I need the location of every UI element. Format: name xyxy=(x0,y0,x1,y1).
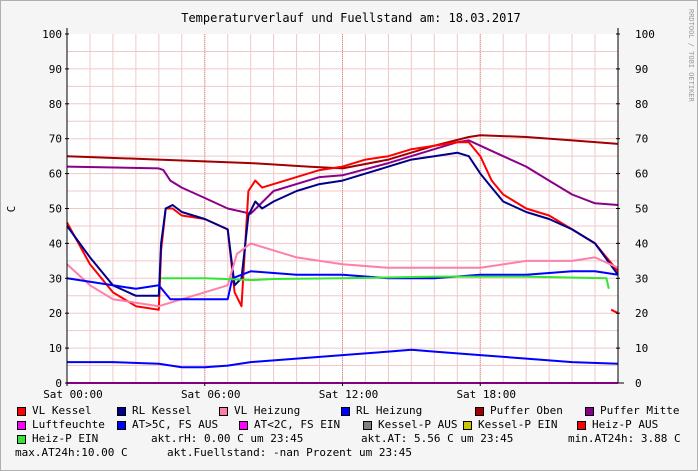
legend-swatch xyxy=(577,420,586,430)
legend-row: VL Kessel RL Kessel VL Heizung RL Heizung Pu… xyxy=(17,404,697,418)
legend-item-kessel-p-aus: Kessel-P AUS xyxy=(363,418,463,432)
series-line-heiz-p-aus xyxy=(610,308,619,315)
axes-layer: 0 0 10 10 20 20 30 30 40 40 50 50 60 60 70 70 80 80 90 90 10… xyxy=(42,28,655,401)
y-tick-label-right: 0 xyxy=(635,377,642,390)
legend-swatch xyxy=(17,420,26,430)
legend-label: AT>5C, FS AUS xyxy=(132,418,219,431)
legend-swatch xyxy=(239,420,248,430)
legend-item-vl-kessel: VL Kessel xyxy=(17,404,117,418)
legend-label: Puffer Mitte xyxy=(600,404,680,417)
legend-row: max.AT24h:10.00 C akt.Fuellstand: -nan P… xyxy=(15,446,697,460)
x-tick-label: Sat 00:00 xyxy=(43,388,103,401)
legend-item-heiz-p-aus: Heiz-P AUS xyxy=(577,418,677,432)
y-tick-label-right: 100 xyxy=(635,28,655,41)
legend-label: Heiz-P EIN xyxy=(32,432,99,445)
legend-label: AT<2C, FS EIN xyxy=(254,418,341,431)
legend-label: Kessel-P AUS xyxy=(378,418,458,431)
legend-swatch xyxy=(219,406,228,416)
y-tick-label: 0 xyxy=(55,377,62,390)
legend-item-luftfeuchte: Luftfeuchte xyxy=(17,418,117,432)
legend-swatch xyxy=(117,406,126,416)
legend-swatch xyxy=(585,406,594,416)
y-tick-label: 80 xyxy=(49,98,62,111)
legend-item-rl-kessel: RL Kessel xyxy=(117,404,219,418)
legend-label: RL Heizung xyxy=(356,404,423,417)
series-line-puffer-mitte xyxy=(66,139,619,215)
legend-item-rl-heizung: RL Heizung xyxy=(341,404,475,418)
y-tick-label: 90 xyxy=(49,63,62,76)
y-tick-label: 100 xyxy=(42,28,62,41)
legend-item-puffer-oben: Puffer Oben xyxy=(475,404,585,418)
legend-label: Heiz-P AUS xyxy=(592,418,659,431)
legend-row: Heiz-P EIN akt.rH: 0.00 C um 23:45 akt.A… xyxy=(17,432,697,446)
y-tick-label-right: 90 xyxy=(635,63,648,76)
legend-row: Luftfeuchte AT>5C, FS AUS AT<2C, FS EIN Kes… xyxy=(17,418,697,432)
y-tick-label: 20 xyxy=(49,307,62,320)
legend-item-vl-heizung: VL Heizung xyxy=(219,404,341,418)
y-tick-label-right: 80 xyxy=(635,98,648,111)
series-line-rl-heizung xyxy=(66,270,619,301)
x-tick-label: Sat 06:00 xyxy=(181,388,241,401)
legend-item-at-2c-fs-ein: AT<2C, FS EIN xyxy=(239,418,363,432)
legend-swatch xyxy=(117,420,126,430)
y-tick-label-right: 70 xyxy=(635,133,648,146)
stat-rh: akt.rH: 0.00 C um 23:45 xyxy=(151,432,304,445)
legend: VL Kessel RL Kessel VL Heizung RL Heizung Pu… xyxy=(15,404,697,460)
legend-label: VL Kessel xyxy=(32,404,92,417)
stat-at: akt.AT: 5.56 C um 23:45 xyxy=(361,432,514,445)
legend-label: Puffer Oben xyxy=(490,404,563,417)
y-tick-label-right: 20 xyxy=(635,307,648,320)
legend-label: Luftfeuchte xyxy=(32,418,105,431)
stat-min-at: min.AT24h: 3.88 C xyxy=(568,432,681,445)
y-tick-label-right: 40 xyxy=(635,237,648,250)
legend-swatch xyxy=(17,406,26,416)
legend-label: Kessel-P EIN xyxy=(478,418,558,431)
y-axis-label: C xyxy=(5,206,18,213)
legend-item-puffer-mitte: Puffer Mitte xyxy=(585,404,685,418)
series-line-puffer-oben xyxy=(66,134,619,170)
legend-item-heiz-p-ein: Heiz-P EIN xyxy=(17,432,151,446)
y-tick-label-right: 30 xyxy=(635,272,648,285)
legend-swatch xyxy=(17,434,26,444)
stat-fuellstand: akt.Fuellstand: -nan Prozent um 23:45 xyxy=(167,446,413,459)
rrdtool-credit: RRDTOOL / TOBI OETIKER xyxy=(687,9,695,103)
x-tick-label: Sat 18:00 xyxy=(456,388,516,401)
grid xyxy=(66,34,618,383)
chart-title: Temperaturverlauf und Fuellstand am: 18.… xyxy=(181,11,521,25)
series-line-rl-kessel xyxy=(66,151,619,297)
y-tick-label: 70 xyxy=(49,133,62,146)
chart-svg: Temperaturverlauf und Fuellstand am: 18.… xyxy=(5,9,695,401)
y-tick-label-right: 60 xyxy=(635,168,648,181)
legend-swatch xyxy=(363,420,372,430)
y-tick-label: 10 xyxy=(49,342,62,355)
y-tick-label: 30 xyxy=(49,272,62,285)
y-tick-label: 40 xyxy=(49,237,62,250)
series-line-vl-heizung xyxy=(66,242,619,308)
series-line-at-5c-fs-aus xyxy=(67,348,619,369)
legend-swatch xyxy=(475,406,484,416)
y-tick-label-right: 50 xyxy=(635,203,648,216)
series-line-heiz-p-ein xyxy=(161,275,610,290)
stat-max-at: max.AT24h:10.00 C xyxy=(15,446,128,459)
x-tick-label: Sat 12:00 xyxy=(319,388,379,401)
y-tick-label: 60 xyxy=(49,168,62,181)
y-tick-label: 50 xyxy=(49,203,62,216)
legend-item-at-5c-fs-aus: AT>5C, FS AUS xyxy=(117,418,239,432)
legend-swatch xyxy=(341,406,350,416)
legend-swatch xyxy=(463,420,472,430)
legend-label: RL Kessel xyxy=(132,404,192,417)
y-tick-label-right: 10 xyxy=(635,342,648,355)
legend-label: VL Heizung xyxy=(234,404,301,417)
legend-item-kessel-p-ein: Kessel-P EIN xyxy=(463,418,577,432)
